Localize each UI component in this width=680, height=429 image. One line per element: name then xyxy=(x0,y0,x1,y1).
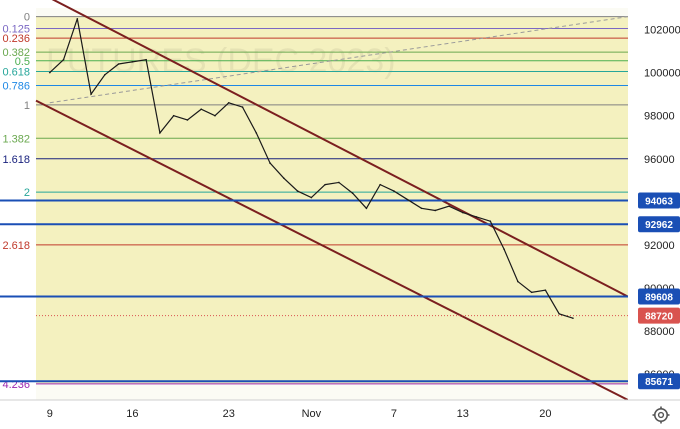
fib-level-label: 0 xyxy=(24,12,30,24)
fib-level-label: 1 xyxy=(24,100,30,112)
fib-level-label: 0.125 xyxy=(2,23,30,35)
price-point xyxy=(48,71,51,74)
gear-icon xyxy=(652,406,670,424)
price-point xyxy=(324,183,326,186)
price-point xyxy=(159,132,161,134)
price-point xyxy=(544,289,547,291)
price-point xyxy=(517,280,519,283)
x-tick-label: 9 xyxy=(47,408,53,420)
price-level-label: 92962 xyxy=(645,220,673,231)
price-point xyxy=(530,291,533,294)
price-level-label: 89608 xyxy=(645,292,673,303)
price-point xyxy=(214,114,216,117)
price-point xyxy=(338,181,340,184)
price-level-label: 85671 xyxy=(645,377,673,388)
channel-line xyxy=(51,0,629,298)
price-point xyxy=(62,58,65,61)
x-tick-label: 7 xyxy=(391,408,397,420)
price-point xyxy=(90,93,92,95)
price-point xyxy=(117,63,120,65)
price-point xyxy=(379,183,381,186)
price-point xyxy=(558,313,560,315)
price-level-badge xyxy=(638,192,680,209)
y-tick-label: 88000 xyxy=(644,326,675,338)
price-level-badge xyxy=(638,216,680,233)
price-level-label: 94063 xyxy=(645,196,673,207)
fib-level-label: 1.382 xyxy=(2,133,30,145)
fib-level-label: 0.786 xyxy=(2,81,30,93)
price-point xyxy=(420,207,423,210)
fib-level-label: 0.236 xyxy=(2,33,30,45)
price-point xyxy=(241,106,244,108)
price-point xyxy=(351,192,354,195)
y-tick-label: 102000 xyxy=(644,25,680,37)
chart-settings-button[interactable] xyxy=(652,406,670,424)
fib-level-label: 1.618 xyxy=(2,154,30,166)
price-point xyxy=(406,198,409,201)
price-point xyxy=(310,196,313,199)
price-level-badge xyxy=(638,288,680,305)
x-tick-label: Nov xyxy=(302,408,322,420)
y-tick-label: 100000 xyxy=(644,68,680,80)
price-point xyxy=(104,73,106,76)
price-point xyxy=(572,317,574,319)
price-point xyxy=(200,108,203,111)
price-point xyxy=(76,17,79,20)
y-tick-label: 96000 xyxy=(644,154,675,166)
fib-level-label: 0.618 xyxy=(2,67,30,79)
fib-level-label: 2.618 xyxy=(2,240,30,252)
y-tick-label: 92000 xyxy=(644,240,675,252)
price-point xyxy=(186,119,189,121)
price-point xyxy=(461,211,464,214)
price-point xyxy=(172,114,175,117)
price-point xyxy=(434,209,437,212)
price-point xyxy=(365,207,368,210)
price-point xyxy=(227,101,230,104)
price-point xyxy=(393,190,395,192)
fib-level-label: 0.382 xyxy=(2,47,30,59)
price-point xyxy=(489,220,492,223)
x-tick-label: 13 xyxy=(457,408,469,420)
x-tick-label: 23 xyxy=(223,408,235,420)
fib-level-label: 0.5 xyxy=(15,56,30,68)
price-point xyxy=(269,162,271,164)
price-point xyxy=(255,132,258,134)
x-tick-label: 16 xyxy=(126,408,138,420)
price-point xyxy=(475,216,478,218)
y-tick-label: 98000 xyxy=(644,111,675,123)
price-level-badge xyxy=(638,373,680,390)
x-axis-panel xyxy=(0,400,680,428)
channel-line xyxy=(35,99,629,401)
x-tick-label: 20 xyxy=(539,408,551,420)
price-point xyxy=(503,248,505,251)
price-point xyxy=(131,61,134,63)
price-point xyxy=(448,205,450,207)
fib-level-label: 2 xyxy=(24,187,30,199)
price-point xyxy=(296,190,299,192)
last-price-badge xyxy=(638,307,680,324)
price-point xyxy=(283,177,285,179)
price-point xyxy=(145,58,147,61)
last-price-label: 88720 xyxy=(645,312,673,323)
